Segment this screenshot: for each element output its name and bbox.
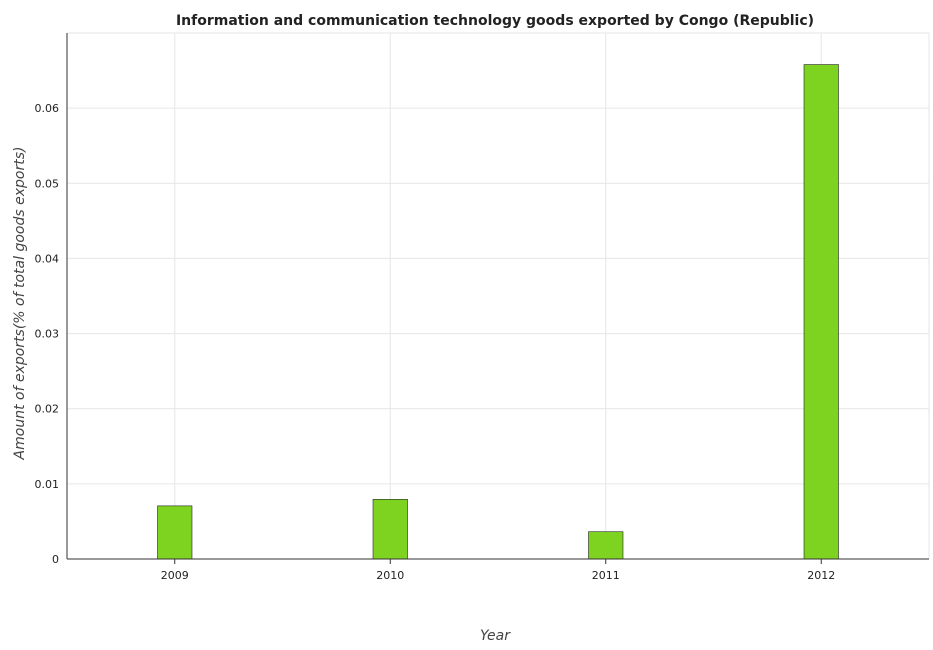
x-tick-labels: 2009 2010 2011 2012 xyxy=(161,569,836,582)
y-tick-label: 0.02 xyxy=(35,403,60,416)
x-tick-label: 2009 xyxy=(161,569,189,582)
bar-2010 xyxy=(372,499,408,560)
bar-2011 xyxy=(588,531,624,560)
axes xyxy=(66,33,929,564)
x-axis-label: Year xyxy=(480,628,511,644)
chart-title: Information and communication technology… xyxy=(176,13,814,29)
y-tick-label: 0.03 xyxy=(35,328,60,341)
y-tick-label: 0.06 xyxy=(35,102,60,115)
x-tick-label: 2012 xyxy=(807,569,835,582)
y-tick-label: 0 xyxy=(52,553,59,566)
y-tick-label: 0.04 xyxy=(35,252,60,265)
y-tick-label: 0.01 xyxy=(35,478,60,491)
y-tick-label: 0.05 xyxy=(35,177,60,190)
x-tick-label: 2011 xyxy=(592,569,620,582)
bar-2012 xyxy=(803,64,839,560)
x-tick-label: 2010 xyxy=(376,569,404,582)
bars xyxy=(157,64,839,560)
y-tick-labels: 0 0.01 0.02 0.03 0.04 0.05 0.06 xyxy=(35,102,60,566)
bar-2009 xyxy=(157,505,193,560)
y-axis-label: Amount of exports(% of total goods expor… xyxy=(12,147,28,461)
